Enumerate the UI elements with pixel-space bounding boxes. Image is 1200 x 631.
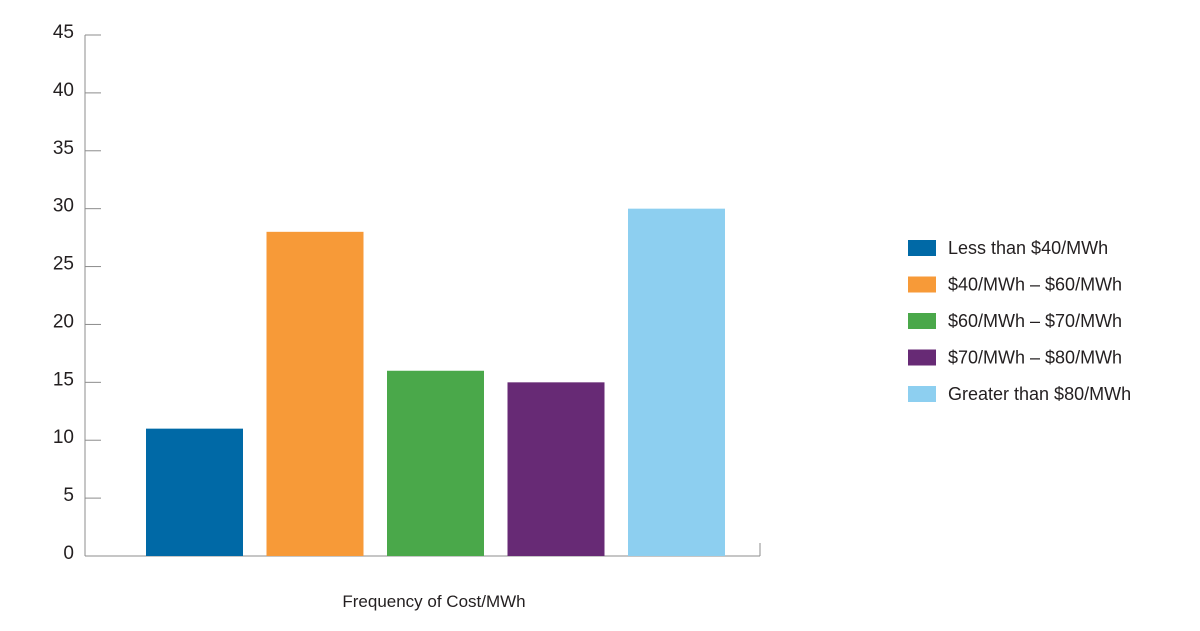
legend-swatch	[908, 276, 936, 293]
y-tick-label: 15	[53, 369, 74, 390]
y-axis-ticks: 0 5 10 15 20 25 30 35 40 45	[53, 22, 101, 564]
legend-label: $40/MWh – $60/MWh	[948, 275, 1122, 295]
legend-swatch	[908, 313, 936, 329]
y-tick-label: 5	[63, 485, 74, 506]
bar	[146, 428, 243, 556]
legend-label: $70/MWh – $80/MWh	[948, 348, 1122, 368]
y-tick-label: 10	[53, 427, 74, 448]
bar	[387, 370, 484, 556]
legend: Less than $40/MWh $40/MWh – $60/MWh $60/MW…	[908, 238, 1131, 404]
bar	[628, 208, 725, 556]
legend-label: Less than $40/MWh	[948, 238, 1108, 258]
y-tick-label: 35	[53, 138, 74, 159]
legend-label: $60/MWh – $70/MWh	[948, 311, 1122, 331]
y-tick-label: 0	[63, 543, 74, 564]
y-tick-label: 30	[53, 196, 74, 217]
legend-swatch	[908, 349, 936, 366]
bar	[507, 382, 605, 556]
x-axis-title: Frequency of Cost/MWh	[342, 592, 525, 611]
bars-group	[146, 208, 725, 557]
legend-swatch	[908, 386, 936, 402]
legend-swatch	[908, 240, 936, 256]
legend-label: Greater than $80/MWh	[948, 384, 1131, 404]
y-tick-label: 25	[53, 254, 74, 275]
y-tick-label: 45	[53, 22, 74, 43]
y-tick-label: 40	[53, 80, 74, 101]
y-tick-label: 20	[53, 311, 74, 332]
bar	[266, 231, 364, 557]
